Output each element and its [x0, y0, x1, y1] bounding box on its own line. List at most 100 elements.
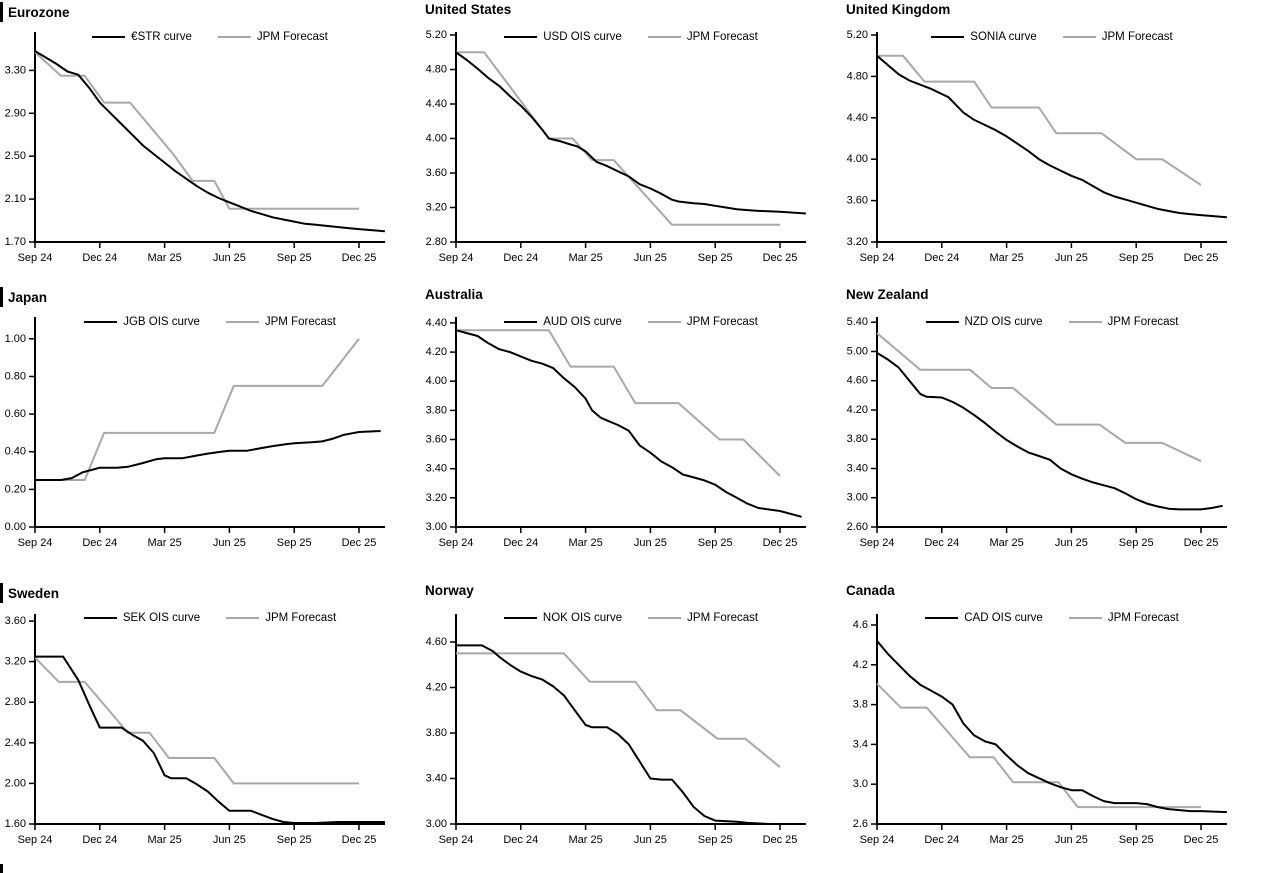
x-tick-label: Mar 25: [568, 537, 602, 549]
y-tick-label: 4.40: [847, 112, 868, 124]
ois-line: [876, 640, 1227, 814]
y-tick-label: 4.80: [847, 70, 868, 82]
ois-line-swatch: [504, 36, 538, 38]
panel-header: United Kingdom: [846, 2, 950, 17]
line-chart: 2.6 3.0 3.4 3.8 4.2 4.6 Sep 24 Dec 24 Mar 25 Jun …: [853, 614, 1227, 846]
x-tick-label: Sep 24: [860, 537, 895, 549]
forecast-line-swatch: [647, 321, 681, 323]
x-tick-label: Jun 25: [213, 252, 246, 264]
chart-panel-eurozone: Eurozone €STR curve JPM Forecast 1.70 2.1…: [0, 0, 421, 285]
ois-line: [35, 430, 381, 481]
y-tick-label: 1.00: [5, 333, 26, 345]
forecast-line: [877, 54, 1202, 186]
x-tick-label: Sep 25: [277, 834, 312, 846]
x-tick-label: Mar 25: [989, 252, 1023, 264]
y-tick-label: 3.60: [426, 434, 447, 446]
line-chart: 2.80 3.20 3.60 4.00 4.40 4.80 5.20 Sep 24 Dec 24…: [426, 29, 806, 264]
legend-label: JPM Forecast: [687, 612, 759, 624]
chart-title: Australia: [425, 287, 483, 302]
y-tick-label: 5.20: [847, 29, 868, 41]
x-tick-label: Dec 24: [924, 834, 959, 846]
x-tick-label: Sep 24: [18, 252, 53, 264]
chart-panel-new-zealand: New Zealand NZD OIS curve JPM Forecast 2…: [842, 285, 1264, 570]
chart-title: Eurozone: [8, 4, 70, 20]
y-tick-label: 4.00: [426, 375, 447, 387]
y-tick-label: 2.80: [5, 696, 26, 708]
y-tick-label: 3.00: [847, 492, 868, 504]
legend-item-ois: JGB OIS curve: [84, 316, 200, 328]
forecast-line: [34, 51, 359, 210]
x-tick-label: Sep 24: [18, 834, 53, 846]
forecast-line-swatch: [1068, 321, 1102, 323]
y-tick-label: 3.60: [847, 195, 868, 207]
legend-item-ois: USD OIS curve: [504, 31, 622, 43]
section-bar: [0, 287, 3, 307]
x-tick-label: Mar 25: [989, 537, 1023, 549]
x-tick-label: Dec 24: [503, 537, 538, 549]
forecast-line-swatch: [1068, 617, 1102, 619]
panel-header: Australia: [425, 287, 483, 302]
legend-item-forecast: JPM Forecast: [217, 31, 328, 43]
y-tick-label: 3.60: [5, 615, 26, 627]
legend-label: €STR curve: [131, 31, 192, 43]
ois-line-swatch: [83, 617, 117, 619]
ois-line-swatch: [504, 321, 538, 323]
panel-header: New Zealand: [846, 287, 929, 302]
chart-legend: SEK OIS curve JPM Forecast: [35, 612, 385, 624]
legend-label: NZD OIS curve: [964, 316, 1043, 328]
legend-item-forecast: JPM Forecast: [647, 31, 758, 43]
line-chart: 3.20 3.60 4.00 4.40 4.80 5.20 Sep 24 Dec 24 Mar …: [847, 29, 1227, 264]
x-tick-label: Dec 24: [503, 252, 538, 264]
y-tick-label: 0.40: [5, 446, 26, 458]
x-tick-label: Mar 25: [147, 834, 181, 846]
x-tick-label: Dec 24: [503, 834, 538, 846]
chart-panel-united-kingdom: United Kingdom SONIA curve JPM Forecast …: [842, 0, 1264, 285]
legend-item-forecast: JPM Forecast: [1068, 316, 1178, 328]
chart-legend: €STR curve JPM Forecast: [35, 31, 385, 43]
chart-panel-japan: Japan JGB OIS curve JPM Forecast 0.00 0.2…: [0, 285, 421, 570]
x-tick-label: Dec 24: [82, 252, 117, 264]
panel-header: Sweden: [0, 583, 59, 603]
x-tick-label: Sep 25: [1119, 252, 1154, 264]
x-tick-label: Dec 25: [342, 834, 377, 846]
x-tick-label: Sep 24: [860, 834, 895, 846]
forecast-line-swatch: [225, 321, 259, 323]
y-tick-label: 2.80: [426, 236, 447, 248]
ois-line-swatch: [84, 321, 118, 323]
y-tick-label: 1.60: [5, 818, 26, 830]
legend-item-forecast: JPM Forecast: [1068, 612, 1179, 624]
y-tick-label: 3.20: [5, 656, 26, 668]
y-tick-label: 4.20: [426, 346, 447, 358]
legend-label: JPM Forecast: [256, 31, 328, 43]
x-tick-label: Dec 24: [82, 834, 117, 846]
ois-line: [876, 352, 1223, 511]
x-tick-label: Dec 25: [342, 252, 377, 264]
y-tick-label: 4.80: [426, 64, 447, 76]
forecast-line: [456, 51, 780, 226]
legend-label: AUD OIS curve: [543, 316, 622, 328]
forecast-line: [35, 338, 360, 481]
y-tick-label: 2.6: [853, 818, 868, 830]
chart-legend: CAD OIS curve JPM Forecast: [877, 612, 1227, 624]
forecast-line-swatch: [648, 617, 682, 619]
legend-label: SEK OIS curve: [122, 612, 201, 624]
legend-label: USD OIS curve: [543, 31, 622, 43]
x-tick-label: Jun 25: [1055, 834, 1088, 846]
ois-line: [876, 54, 1227, 219]
legend-label: JPM Forecast: [1101, 31, 1173, 43]
y-tick-label: 5.20: [426, 29, 447, 41]
legend-item-ois: SEK OIS curve: [83, 612, 201, 624]
x-tick-label: Dec 25: [342, 537, 377, 549]
y-tick-label: 2.90: [5, 107, 26, 119]
legend-item-ois: CAD OIS curve: [925, 612, 1043, 624]
chart-legend: NZD OIS curve JPM Forecast: [877, 316, 1227, 328]
x-tick-label: Jun 25: [634, 834, 667, 846]
x-tick-label: Sep 25: [698, 537, 733, 549]
ois-line: [456, 644, 770, 825]
y-tick-label: 4.60: [847, 375, 868, 387]
x-tick-label: Sep 24: [439, 252, 474, 264]
forecast-line-swatch: [217, 36, 251, 38]
y-tick-label: 3.40: [426, 773, 447, 785]
x-tick-label: Dec 25: [763, 834, 798, 846]
